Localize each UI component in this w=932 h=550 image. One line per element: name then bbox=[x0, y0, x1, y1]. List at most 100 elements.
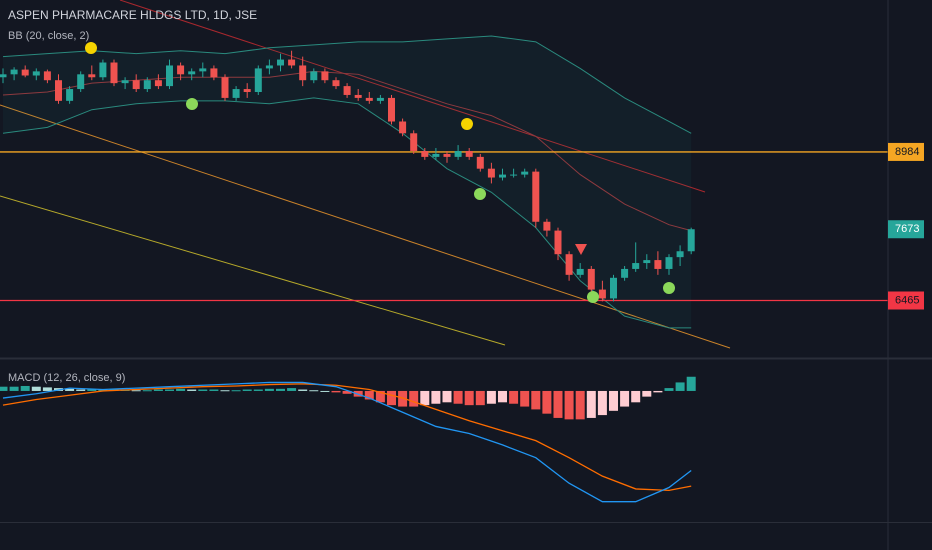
candle-body bbox=[354, 94, 362, 98]
candle-body bbox=[587, 268, 595, 290]
candle-body bbox=[410, 133, 418, 151]
histogram-bar bbox=[287, 388, 297, 391]
histogram-bar bbox=[98, 389, 108, 391]
candle-body bbox=[465, 150, 473, 157]
histogram-bar bbox=[264, 388, 274, 391]
signal-marker bbox=[587, 291, 599, 303]
bb-fill bbox=[2, 35, 692, 328]
histogram-bar bbox=[642, 390, 652, 397]
histogram-bar bbox=[409, 390, 419, 407]
histogram-bar bbox=[420, 390, 430, 406]
candle-body bbox=[554, 230, 562, 255]
candle-body bbox=[632, 263, 640, 269]
histogram-bar bbox=[520, 390, 530, 407]
candle-body bbox=[99, 62, 107, 78]
price-tag-label: 6465 bbox=[895, 294, 919, 306]
histogram-bar bbox=[176, 388, 186, 391]
histogram-bar bbox=[375, 390, 385, 403]
histogram-bar bbox=[65, 388, 75, 391]
candle-body bbox=[665, 257, 673, 269]
histogram-bar bbox=[631, 390, 641, 403]
candle-body bbox=[676, 251, 684, 258]
candle-body bbox=[165, 65, 173, 87]
candle-body bbox=[154, 80, 162, 87]
candle-body bbox=[21, 69, 29, 76]
candle-body bbox=[376, 97, 384, 101]
candle-body bbox=[210, 68, 218, 78]
signal-marker bbox=[575, 244, 587, 255]
candle-body bbox=[621, 268, 629, 278]
histogram-bar bbox=[620, 390, 630, 407]
price-tag-label: 7673 bbox=[895, 223, 919, 235]
candle-body bbox=[343, 86, 351, 95]
candle-body bbox=[77, 74, 85, 90]
histogram-bar bbox=[253, 389, 263, 391]
histogram-bar bbox=[220, 390, 230, 392]
price-tag bbox=[888, 220, 924, 239]
histogram-bar bbox=[531, 390, 541, 410]
indicator-title: BB (20, close, 2) bbox=[8, 30, 89, 42]
candle-body bbox=[199, 68, 207, 72]
candle-body bbox=[43, 71, 51, 81]
candle-body bbox=[54, 80, 62, 101]
candle-body bbox=[487, 168, 495, 178]
histogram-bar bbox=[9, 386, 19, 391]
histogram-bar bbox=[453, 390, 463, 404]
candle-body bbox=[188, 71, 196, 75]
histogram-bar bbox=[209, 389, 219, 391]
histogram-bar bbox=[298, 389, 308, 391]
histogram-bar bbox=[575, 390, 585, 420]
candle-body bbox=[532, 171, 540, 222]
candle-body bbox=[510, 174, 518, 176]
histogram-bar bbox=[509, 390, 519, 404]
histogram-bar bbox=[386, 390, 396, 406]
macd-line bbox=[2, 381, 692, 503]
candle-body bbox=[276, 59, 284, 66]
histogram-bar bbox=[497, 390, 507, 403]
trend-line bbox=[0, 104, 731, 349]
histogram-bar bbox=[542, 390, 552, 414]
histogram-bar bbox=[586, 390, 596, 418]
histogram-bar bbox=[309, 390, 319, 392]
indicator-title: MACD (12, 26, close, 9) bbox=[8, 372, 125, 384]
histogram-bar bbox=[342, 390, 352, 394]
histogram-bar bbox=[0, 386, 8, 391]
candle-body bbox=[0, 74, 7, 78]
candle-body bbox=[498, 174, 506, 178]
markers bbox=[85, 42, 675, 303]
candle-body bbox=[576, 268, 584, 275]
histogram-bar bbox=[87, 389, 97, 391]
candle-body bbox=[121, 80, 129, 84]
histogram-bar bbox=[320, 390, 330, 392]
candle-body bbox=[243, 89, 251, 93]
candle-body bbox=[654, 260, 662, 269]
histogram-bar bbox=[664, 388, 674, 391]
plot bbox=[0, 35, 888, 503]
histogram-bar bbox=[153, 389, 163, 391]
bb-upper bbox=[2, 35, 692, 134]
drawings bbox=[0, 0, 731, 349]
histogram-bar bbox=[164, 389, 174, 391]
histogram-bar bbox=[475, 390, 485, 406]
candle-body bbox=[143, 80, 151, 90]
histogram-bar bbox=[76, 389, 86, 391]
candle-body bbox=[310, 71, 318, 81]
candle-body bbox=[521, 171, 529, 175]
candle-body bbox=[232, 89, 240, 98]
histogram-bar bbox=[364, 390, 374, 400]
histogram-bar bbox=[553, 390, 563, 418]
candle-body bbox=[565, 254, 573, 275]
candle-body bbox=[299, 65, 307, 81]
candle-body bbox=[10, 69, 18, 75]
histogram-bar bbox=[131, 390, 141, 392]
chart-title: ASPEN PHARMACARE HLDGS LTD, 1D, JSE bbox=[8, 8, 257, 22]
histogram-bar bbox=[686, 376, 696, 391]
candle-body bbox=[598, 289, 606, 299]
histogram-bar bbox=[442, 390, 452, 403]
price-tag bbox=[888, 291, 924, 310]
signal-marker bbox=[474, 188, 486, 200]
histogram-bar bbox=[331, 390, 341, 393]
candle-body bbox=[443, 153, 451, 157]
candle-body bbox=[399, 121, 407, 134]
